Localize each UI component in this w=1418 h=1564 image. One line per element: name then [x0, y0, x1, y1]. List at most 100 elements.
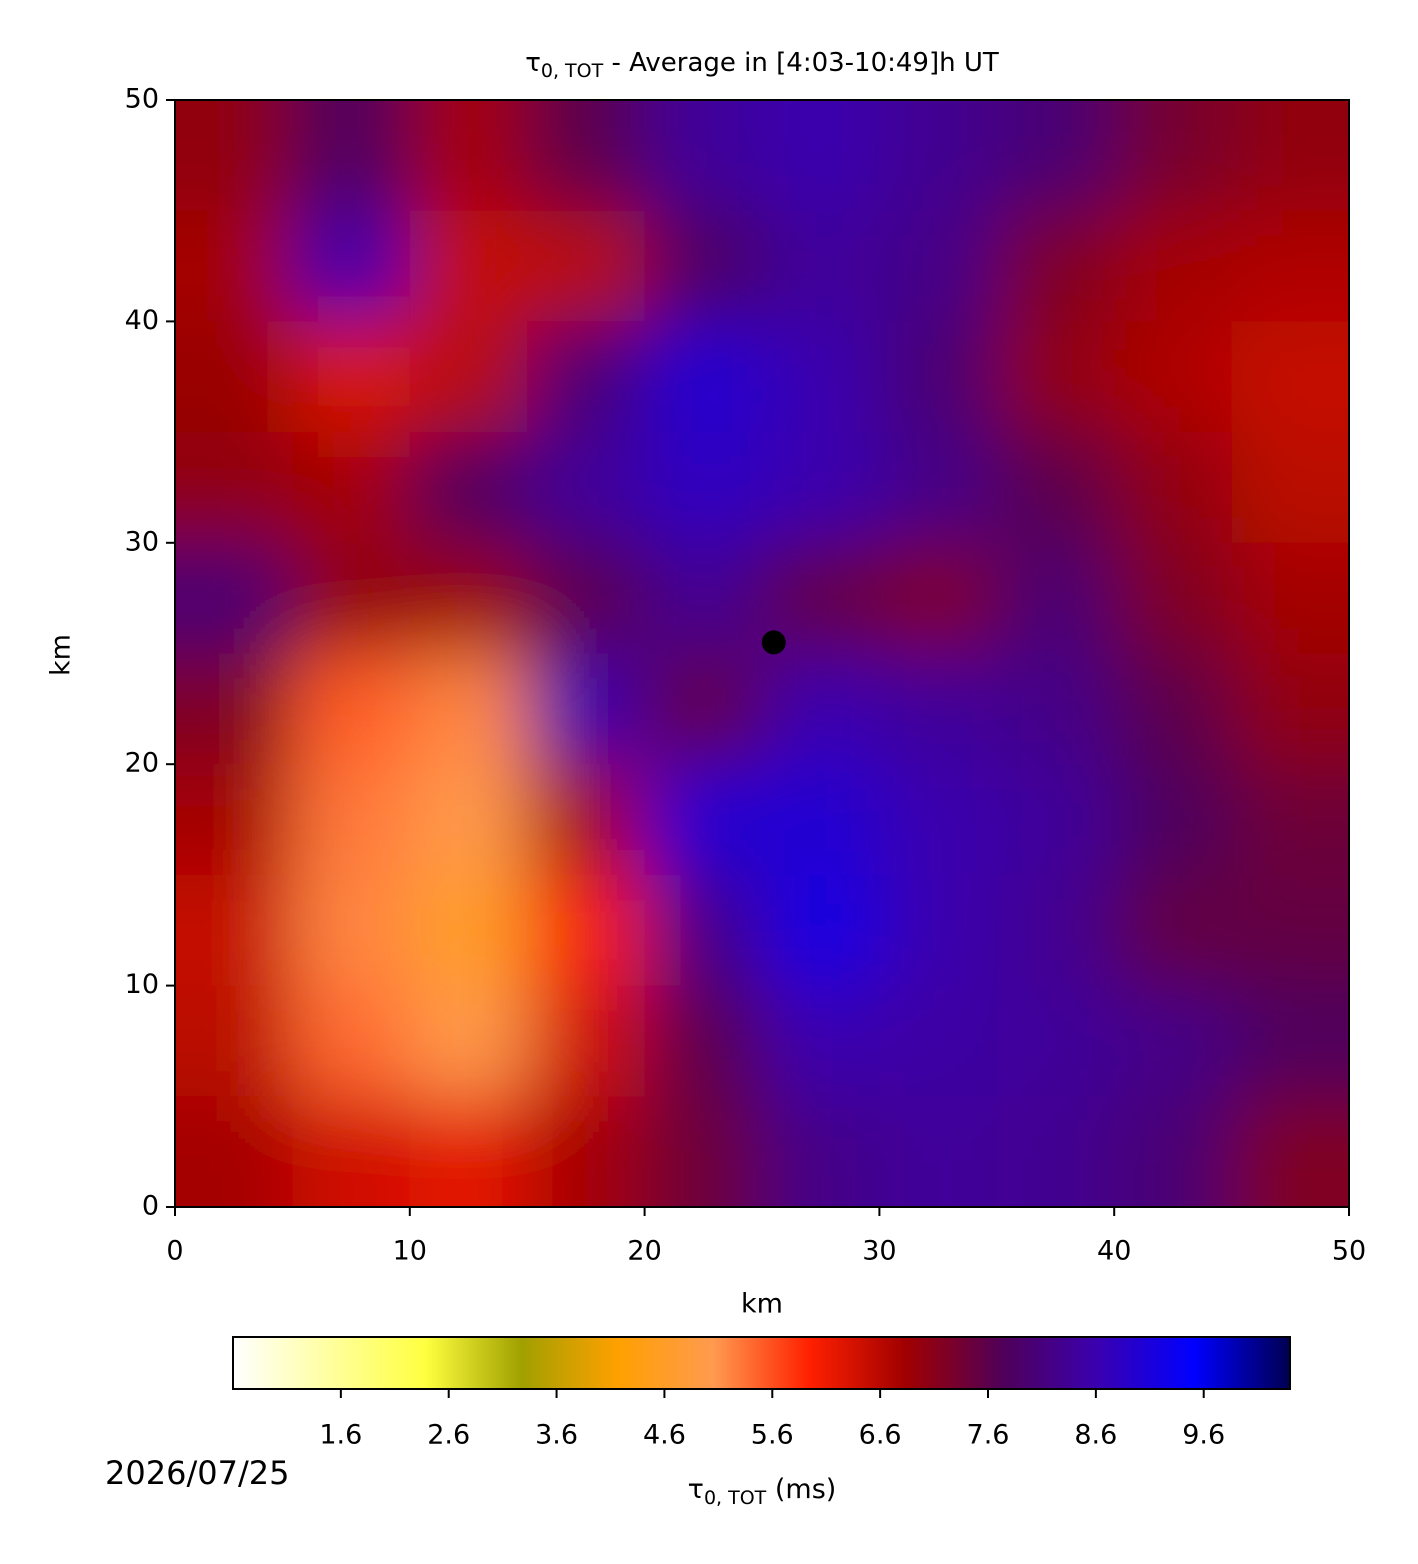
heatmap-cell	[1231, 653, 1349, 765]
plot-frame	[174, 99, 1350, 1208]
heatmap-cell	[527, 985, 646, 1097]
y-tick-label: 30	[125, 526, 159, 557]
heatmap-cell	[292, 985, 411, 1097]
heatmap-cell	[644, 985, 763, 1097]
heatmap-cell	[409, 764, 528, 876]
x-tick-label: 50	[1332, 1236, 1366, 1267]
heatmap-cell	[527, 1096, 646, 1207]
colorbar-tick-label: 1.6	[319, 1420, 362, 1451]
colorbar-tick-label: 6.6	[859, 1420, 902, 1451]
heatmap-cell	[644, 210, 763, 322]
heatmap-cell	[996, 100, 1115, 212]
heatmap-cell	[175, 985, 293, 1097]
heatmap-cell	[879, 653, 998, 765]
heatmap-cell	[996, 1096, 1115, 1207]
chart-title: τ0, TOT - Average in [4:03-10:49]h UT	[525, 48, 999, 82]
heatmap-cell	[762, 764, 880, 876]
heatmap-cell	[292, 542, 411, 654]
colorbar-label: τ0, TOT (ms)	[688, 1474, 837, 1509]
heatmap-cell	[762, 653, 880, 765]
heatmap-cell	[409, 432, 528, 544]
heatmap-cell	[1231, 321, 1349, 433]
colorbar-tick-label: 3.6	[535, 1420, 578, 1451]
heatmap-cell	[644, 1096, 763, 1207]
heatmap-cell	[292, 874, 411, 987]
heatmap-cell	[1114, 1096, 1233, 1207]
heatmap-cell	[527, 874, 646, 987]
heatmap-cell	[879, 542, 998, 654]
heatmap-cell	[409, 210, 528, 322]
heatmap-cell	[1231, 874, 1349, 987]
heatmap-cell	[644, 764, 763, 876]
colorbar-tick-label: 8.6	[1074, 1420, 1117, 1451]
heatmap-cell	[644, 321, 763, 433]
heatmap-cell	[292, 321, 411, 433]
heatmap-cell	[292, 210, 411, 322]
heatmap-cell	[1231, 432, 1349, 544]
heatmap-cell	[1231, 1096, 1349, 1207]
heatmap-cell	[1231, 985, 1349, 1097]
heatmap-cell	[292, 653, 411, 765]
heatmap-cell	[762, 985, 880, 1097]
heatmap-cell	[175, 1096, 293, 1207]
heatmap-cell	[409, 321, 528, 433]
heatmap-cell	[1231, 210, 1349, 322]
heatmap-cell	[879, 764, 998, 876]
heatmap-cell	[527, 542, 646, 654]
heatmap-area	[175, 100, 1349, 1207]
heatmap-cell	[1114, 100, 1233, 212]
colorbar	[232, 1336, 1291, 1390]
heatmap-cell	[292, 100, 411, 212]
heatmap-cell	[409, 874, 528, 987]
heatmap-cell	[879, 100, 998, 212]
heatmap-cell	[762, 1096, 880, 1207]
heatmap-cell	[1114, 321, 1233, 433]
marker	[761, 630, 786, 655]
heatmap-cell	[409, 100, 528, 212]
heatmap-cell	[527, 321, 646, 433]
colorbar-tick-label: 4.6	[643, 1420, 686, 1451]
y-axis-label: km	[46, 634, 77, 676]
heatmap-cell	[996, 432, 1115, 544]
heatmap-cell	[1231, 100, 1349, 212]
y-tick-label: 10	[125, 969, 159, 1000]
heatmap-cell	[879, 432, 998, 544]
heatmap-cell	[644, 100, 763, 212]
x-tick-label: 40	[1097, 1236, 1131, 1267]
heatmap	[175, 100, 1349, 1207]
heatmap-cell	[879, 321, 998, 433]
heatmap-cell	[644, 542, 763, 654]
heatmap-cell	[1114, 764, 1233, 876]
x-tick-label: 30	[862, 1236, 896, 1267]
heatmap-cell	[1114, 542, 1233, 654]
heatmap-cell	[409, 653, 528, 765]
colorbar-tick-label: 7.6	[967, 1420, 1010, 1451]
heatmap-cell	[996, 985, 1115, 1097]
x-tick-label: 0	[166, 1236, 183, 1267]
heatmap-cell	[996, 542, 1115, 654]
heatmap-cell	[409, 542, 528, 654]
date: 2026/07/25	[105, 1454, 289, 1492]
heatmap-cell	[292, 764, 411, 876]
heatmap-cell	[644, 653, 763, 765]
heatmap-cell	[175, 653, 293, 765]
heatmap-cell	[175, 100, 293, 212]
heatmap-cell	[644, 432, 763, 544]
heatmap-cell	[996, 874, 1115, 987]
y-tick-label: 20	[125, 748, 159, 779]
heatmap-cell	[1114, 874, 1233, 987]
heatmap-cell	[762, 321, 880, 433]
heatmap-cell	[527, 210, 646, 322]
heatmap-cell	[996, 210, 1115, 322]
heatmap-cell	[879, 210, 998, 322]
heatmap-cell	[175, 542, 293, 654]
heatmap-cell	[292, 432, 411, 544]
y-tick-label: 0	[142, 1191, 159, 1222]
heatmap-cell	[1114, 985, 1233, 1097]
heatmap-cell	[527, 653, 646, 765]
heatmap-cell	[762, 432, 880, 544]
heatmap-cell	[1231, 764, 1349, 876]
heatmap-cell	[1114, 432, 1233, 544]
heatmap-cell	[292, 1096, 411, 1207]
